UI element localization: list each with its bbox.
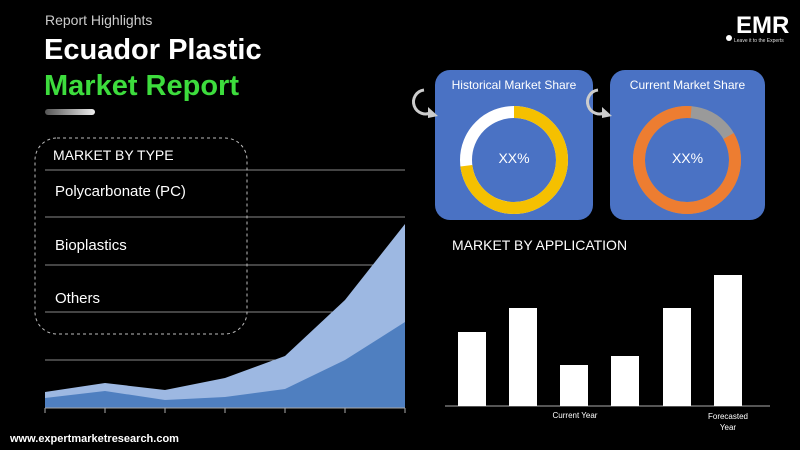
area-dark	[45, 322, 405, 408]
donut-share	[460, 106, 568, 214]
area-light	[45, 224, 405, 408]
bar-label: Current Year	[552, 411, 598, 420]
bar-label: Forecasted Year	[707, 412, 749, 432]
type-box	[34, 137, 248, 335]
card-title: Current Market Share	[629, 78, 746, 92]
logo: EMR	[736, 12, 790, 39]
area-axis	[44, 407, 406, 413]
type-item: Polycarbonate (PC)	[55, 183, 186, 200]
cycle-arrow-head	[428, 107, 438, 118]
cycle-arrow	[586, 88, 607, 116]
logo-mark	[726, 35, 732, 41]
type-item: Bioplastics	[55, 237, 127, 254]
share-value: XX%	[498, 150, 530, 166]
card-title: Historical Market Share	[451, 78, 577, 92]
title: Market Report	[44, 70, 239, 102]
kicker: Report Highlights	[45, 12, 153, 28]
footer-url: www.expertmarketresearch.com	[10, 433, 179, 445]
cycle-arrow	[412, 88, 433, 116]
historical-card	[435, 70, 593, 220]
accent-bar	[45, 109, 95, 115]
cycle-arrow-head	[602, 107, 612, 118]
logo-tagline: Leave it to the Experts	[734, 38, 784, 44]
section-title: MARKET BY APPLICATION	[452, 237, 628, 253]
section-title: MARKET BY TYPE	[53, 147, 174, 163]
title: Ecuador Plastic	[44, 34, 262, 66]
current-card	[610, 70, 765, 220]
share-value: XX%	[671, 150, 704, 166]
type-item: Others	[55, 290, 101, 307]
donut-share	[633, 106, 741, 215]
bars	[458, 275, 742, 406]
